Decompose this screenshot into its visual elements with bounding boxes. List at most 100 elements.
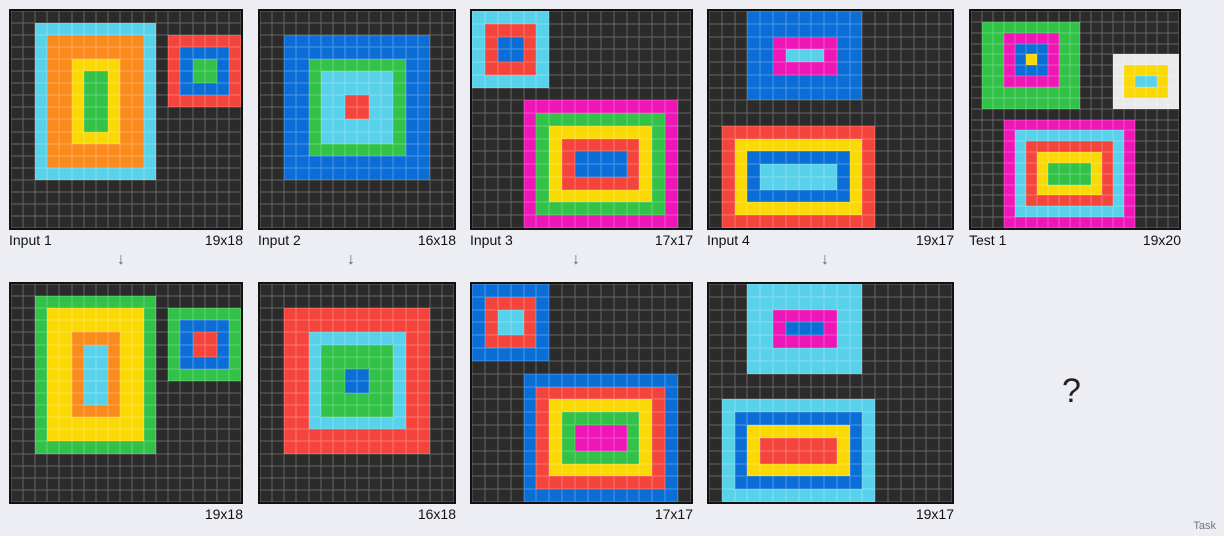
grid-cell xyxy=(344,131,357,144)
grid-cell xyxy=(1047,54,1059,66)
grid-cell xyxy=(272,143,285,156)
grid-cell xyxy=(562,322,576,336)
grid-cell xyxy=(824,425,837,438)
grid-cell xyxy=(381,296,394,309)
grid-cell xyxy=(484,11,498,24)
grid-cell xyxy=(369,215,382,228)
grid-cell xyxy=(798,322,812,336)
grid-cell xyxy=(168,143,181,156)
grid-cell xyxy=(587,386,601,400)
grid-cell xyxy=(523,476,537,490)
grid-cell xyxy=(192,191,205,204)
grid-cell xyxy=(709,425,722,438)
grid-cell xyxy=(575,296,588,310)
grid-cell xyxy=(216,47,229,60)
grid-cell xyxy=(156,308,169,321)
grid-cell xyxy=(613,215,627,228)
grid-cell xyxy=(441,23,454,36)
grid-cell xyxy=(709,489,722,502)
grid-cell xyxy=(900,138,914,152)
grid-cell xyxy=(626,87,640,101)
grid-cell xyxy=(1069,11,1081,22)
grid-cell xyxy=(393,215,406,228)
grid-cell xyxy=(393,429,406,442)
grid-cell xyxy=(1025,108,1037,120)
grid-cell xyxy=(785,11,799,24)
grid-cell xyxy=(472,49,485,63)
grid-cell xyxy=(549,309,563,323)
grid-cell xyxy=(144,453,157,466)
grid-cell xyxy=(575,138,588,152)
grid-cell xyxy=(613,284,627,297)
grid-cell xyxy=(332,441,345,454)
grid-cell xyxy=(510,348,524,361)
grid-cell xyxy=(381,179,394,192)
grid-cell xyxy=(369,83,382,96)
grid-cell xyxy=(836,100,850,114)
grid-cell xyxy=(536,164,550,177)
grid-cell xyxy=(216,284,229,297)
grid-cell xyxy=(1036,43,1048,55)
grid-cell xyxy=(760,476,773,490)
grid-cell xyxy=(132,215,145,228)
grid-cell xyxy=(981,152,993,163)
grid-cell xyxy=(913,87,927,101)
grid-cell xyxy=(107,332,120,345)
grid-cell xyxy=(320,143,333,156)
grid-cell xyxy=(320,107,333,120)
grid-cell xyxy=(168,332,181,345)
grid-cell xyxy=(180,320,193,333)
grid-cell xyxy=(296,203,309,216)
grid-cell xyxy=(836,151,850,165)
grid-cell xyxy=(132,179,145,192)
grid-cell xyxy=(639,202,653,216)
grid-cell xyxy=(216,155,229,168)
grid-cell xyxy=(393,405,406,418)
grid-cell xyxy=(71,23,84,36)
grid-dimensions: 16x18 xyxy=(417,506,456,522)
grid-cell xyxy=(798,296,812,310)
grid-cell xyxy=(888,386,901,400)
grid-cell xyxy=(332,11,345,24)
grid-cell xyxy=(900,373,914,387)
grid-cell xyxy=(47,320,60,333)
grid-cell xyxy=(59,344,72,357)
grid-cell xyxy=(332,179,345,192)
grid-cell xyxy=(709,138,722,152)
grid-cell xyxy=(180,59,193,72)
grid-cell xyxy=(23,11,36,24)
grid-cell xyxy=(47,368,60,381)
grid-cell xyxy=(83,441,96,454)
grid-cell xyxy=(472,463,485,477)
grid-cell xyxy=(613,100,627,114)
grid-cell xyxy=(734,49,748,63)
grid-cell xyxy=(308,344,321,357)
grid-cell xyxy=(168,477,181,490)
grid-cell xyxy=(1135,54,1147,66)
grid-cell xyxy=(228,284,241,297)
grid-cell xyxy=(156,405,169,418)
grid-cell xyxy=(721,296,735,310)
grid-cell xyxy=(1168,32,1179,44)
grid-cell xyxy=(575,399,588,413)
grid-cell xyxy=(652,23,666,37)
grid-cell xyxy=(888,399,901,413)
grid-cell xyxy=(83,95,96,108)
grid-cell xyxy=(1124,119,1136,131)
grid-cell xyxy=(472,450,485,464)
grid-cell xyxy=(284,429,297,442)
grid-cell xyxy=(417,489,430,502)
grid-cell xyxy=(862,463,876,477)
grid-cell xyxy=(836,164,850,177)
grid-cell xyxy=(811,322,825,336)
grid-cell xyxy=(320,405,333,418)
grid-cell xyxy=(926,399,940,413)
grid-cell xyxy=(1003,217,1015,228)
grid-cell xyxy=(332,83,345,96)
grid-cell xyxy=(639,151,653,165)
grid-cell xyxy=(760,202,773,216)
grid-cell xyxy=(429,308,442,321)
grid-cell xyxy=(824,373,837,387)
grid-cell xyxy=(862,74,876,88)
grid-cell xyxy=(228,215,241,228)
